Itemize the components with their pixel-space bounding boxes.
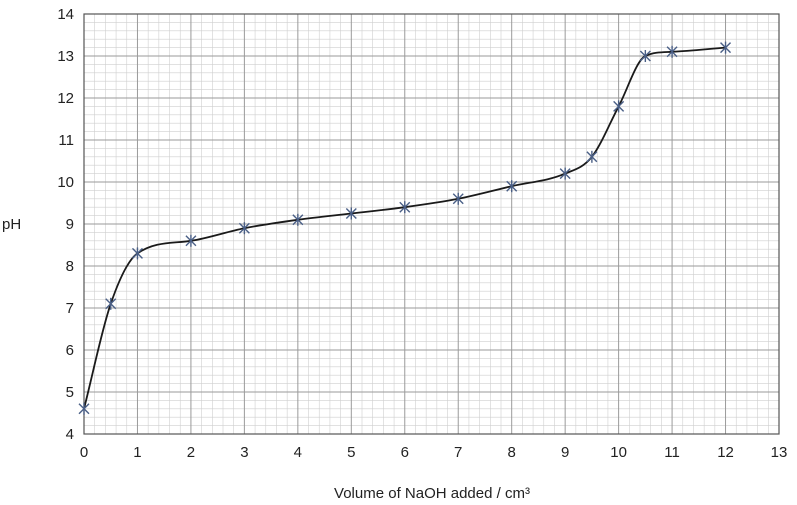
x-axis-label: Volume of NaOH added / cm³ xyxy=(334,485,530,502)
x-tick-label: 0 xyxy=(80,444,88,461)
data-point xyxy=(639,50,651,62)
x-tick-label: 13 xyxy=(771,444,788,461)
data-point xyxy=(292,213,304,226)
data-point xyxy=(613,100,625,113)
data-point xyxy=(185,234,197,247)
x-tick-label: 4 xyxy=(294,444,302,461)
major-gridlines xyxy=(83,13,780,435)
y-tick-label: 13 xyxy=(57,48,74,65)
data-point xyxy=(105,297,117,310)
data-point xyxy=(345,207,357,220)
y-tick-label: 6 xyxy=(66,342,74,359)
y-tick-label: 7 xyxy=(66,300,74,317)
y-tick-label: 10 xyxy=(57,174,74,191)
data-point xyxy=(586,150,598,163)
data-point xyxy=(131,247,143,260)
data-point xyxy=(238,222,250,235)
y-tick-label: 8 xyxy=(66,258,74,275)
y-tick-label: 4 xyxy=(66,426,74,443)
x-tick-label: 10 xyxy=(610,444,627,461)
data-points xyxy=(78,41,732,415)
x-tick-label: 12 xyxy=(717,444,734,461)
y-tick-labels: 4 5 6 7 8 9 10 11 12 13 14 xyxy=(57,6,74,443)
y-tick-label: 11 xyxy=(58,132,74,149)
x-tick-label: 3 xyxy=(240,444,248,461)
data-point xyxy=(559,167,571,180)
data-point xyxy=(78,402,90,415)
data-point xyxy=(666,45,678,58)
data-point xyxy=(506,180,518,193)
y-tick-label: 12 xyxy=(57,90,74,107)
x-tick-label: 6 xyxy=(401,444,409,461)
y-axis-label: pH xyxy=(2,216,21,233)
plot-frame xyxy=(83,13,780,435)
x-tick-label: 7 xyxy=(454,444,462,461)
x-tick-label: 1 xyxy=(133,444,141,461)
y-tick-label: 9 xyxy=(66,216,74,233)
y-tick-label: 5 xyxy=(66,384,74,401)
x-tick-label: 2 xyxy=(187,444,195,461)
x-tick-label: 8 xyxy=(508,444,516,461)
data-point xyxy=(452,192,464,205)
x-tick-labels: 0 1 2 3 4 5 6 7 8 9 10 11 12 13 xyxy=(80,444,788,461)
y-tick-label: 14 xyxy=(57,6,74,23)
data-point xyxy=(399,201,411,214)
x-tick-label: 5 xyxy=(347,444,355,461)
data-point xyxy=(720,41,732,54)
series-line xyxy=(83,46,726,410)
x-tick-label: 9 xyxy=(561,444,569,461)
x-tick-label: 11 xyxy=(664,444,680,461)
